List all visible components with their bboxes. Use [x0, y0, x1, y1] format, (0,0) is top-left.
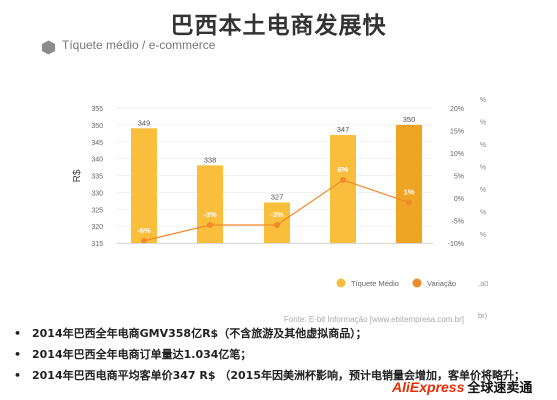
bar-value-label: 347	[337, 125, 350, 134]
y-tick-label: 325	[91, 207, 103, 214]
aliexpress-logo: AliExpress 全球速卖通	[392, 377, 532, 397]
bullet-dot-icon: •	[14, 348, 22, 361]
logo-cn: 全球速卖通	[467, 381, 533, 396]
y2-unit-label: %	[480, 187, 486, 194]
variation-label: 1%	[404, 188, 415, 197]
bar-value-label: 349	[138, 118, 151, 127]
y2-tick-label: 0%	[454, 196, 464, 203]
variation-label: -3%	[203, 210, 217, 219]
y-tick-label: 330	[91, 190, 103, 197]
y-tick-label: 355	[91, 106, 103, 113]
legend-label-variation: Variação	[427, 279, 456, 288]
bar	[396, 124, 422, 243]
list-item: • 2014年巴西全年电商GMV358亿R$（不含旅游及其他虚拟商品）；	[14, 323, 525, 344]
bar-value-label: 338	[204, 155, 217, 164]
y-axis-label: R$	[72, 169, 83, 182]
y2-tick-label: -5%	[452, 219, 464, 226]
bar	[197, 165, 223, 243]
y2-tick-label: -10%	[448, 241, 464, 248]
bar-value-label: 327	[271, 193, 284, 202]
variation-point	[340, 177, 346, 183]
variation-point	[406, 199, 412, 206]
y-tick-label: 350	[91, 123, 103, 130]
variation-point	[207, 222, 213, 228]
bar	[131, 128, 157, 243]
list-item: • 2014年巴西全年电商订单量达1.034亿笔；	[14, 344, 525, 365]
y2-tick-label: 5%	[454, 174, 464, 181]
y-tick-label: 320	[91, 224, 103, 231]
list-item: • 2014年巴西电商平均客单价347 R$ （2015年因美洲杯影响，预计电销量…	[14, 365, 525, 386]
y2-unit-label: %	[480, 165, 486, 172]
variation-label: -3%	[270, 210, 284, 219]
source-note: Fonte: E-bit Informação [www.ebitempresa…	[283, 315, 464, 324]
y2-tick-label: 10%	[450, 151, 464, 158]
bullet-text: 2014年巴西全年电商GMV358亿R$（不含旅游及其他虚拟商品）；	[32, 327, 367, 340]
variation-label: 6%	[338, 165, 349, 174]
y-tick-label: 315	[91, 241, 103, 248]
bar	[330, 135, 356, 243]
y2-unit-label: %	[480, 232, 486, 239]
variation-label: -6%	[137, 226, 151, 235]
y2-unit-label: %	[480, 142, 486, 149]
y2-unit-label: %	[480, 120, 486, 127]
bullet-dot-icon: •	[14, 369, 22, 382]
variation-point	[274, 222, 280, 228]
legend-marker-ticket	[336, 278, 346, 288]
y2-tick-label: 15%	[450, 129, 464, 136]
bar-value-label: 350	[403, 115, 416, 124]
y2-unit-label: %	[480, 210, 486, 217]
variation-point	[141, 237, 147, 244]
edge-label: br)	[478, 311, 488, 320]
hexagon-icon	[41, 40, 56, 55]
y2-tick-label: 20%	[450, 106, 464, 113]
y-tick-label: 340	[91, 157, 103, 164]
bullet-text: 2014年巴西电商平均客单价347 R$ （2015年因美洲杯影响，预计电销量会…	[32, 369, 525, 382]
bullet-text: 2014年巴西全年电商订单量达1.034亿笔；	[32, 348, 252, 361]
legend-marker-variation	[412, 278, 422, 288]
bullet-dot-icon: •	[14, 327, 22, 340]
y-tick-label: 345	[91, 140, 103, 147]
bullet-list: • 2014年巴西全年电商GMV358亿R$（不含旅游及其他虚拟商品）； • 201…	[14, 323, 525, 386]
edge-label: ,a0	[478, 279, 488, 288]
y-tick-label: 335	[91, 174, 103, 181]
chart-subtitle: Tíquete médio / e-commerce	[62, 38, 216, 52]
page-title: 巴西本土电商发展快	[170, 13, 387, 39]
logo-brand: AliExpress	[392, 379, 465, 395]
y2-unit-label: %	[480, 97, 486, 104]
legend-label-ticket: Tíquete Médio	[351, 279, 399, 288]
